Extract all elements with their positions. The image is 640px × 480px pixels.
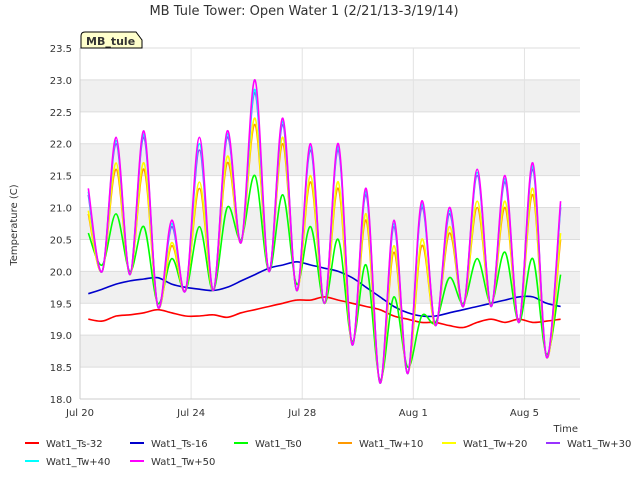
legend-label: Wat1_Tw+30 bbox=[567, 439, 631, 450]
x-tick-label: Aug 1 bbox=[399, 408, 428, 419]
legend-label: Wat1_Ts-16 bbox=[151, 439, 208, 450]
legend-item[interactable]: Wat1_Tw+40 bbox=[25, 457, 110, 468]
legend-item[interactable]: Wat1_Tw+10 bbox=[338, 439, 423, 450]
legend-item[interactable]: Wat1_Ts0 bbox=[234, 439, 302, 450]
x-tick-label: Aug 5 bbox=[510, 408, 539, 419]
legend-label: Wat1_Ts0 bbox=[255, 439, 302, 450]
axes bbox=[79, 48, 580, 400]
legend-item[interactable]: Wat1_Tw+30 bbox=[546, 439, 631, 450]
station-badge[interactable]: MB_tule bbox=[80, 31, 143, 49]
legend-label: Wat1_Tw+20 bbox=[463, 439, 527, 450]
y-axis-label: Temperature (C) bbox=[9, 184, 20, 266]
legend-label: Wat1_Tw+40 bbox=[46, 457, 110, 468]
legend-item[interactable]: Wat1_Ts-16 bbox=[130, 439, 208, 450]
x-tick-labels: Jul 20 Jul 24 Jul 28 Aug 1 Aug 5 bbox=[65, 408, 539, 419]
y-tick-label: 22.5 bbox=[50, 108, 72, 119]
x-axis-label: Time bbox=[553, 424, 578, 435]
y-tick-label: 20.0 bbox=[50, 267, 72, 278]
grid-band bbox=[80, 143, 580, 176]
legend-item[interactable]: Wat1_Tw+50 bbox=[130, 457, 215, 468]
grid-band bbox=[80, 79, 580, 112]
grid-band bbox=[80, 335, 580, 368]
legend-label: Wat1_Tw+10 bbox=[359, 439, 423, 450]
legend-item[interactable]: Wat1_Ts-32 bbox=[25, 439, 103, 450]
legend-item[interactable]: Wat1_Tw+20 bbox=[442, 439, 527, 450]
x-tick-label: Jul 20 bbox=[65, 408, 94, 419]
legend-label: Wat1_Ts-32 bbox=[46, 439, 103, 450]
y-tick-label: 19.5 bbox=[50, 299, 72, 310]
legend: Wat1_Ts-32 Wat1_Ts-16 Wat1_Ts0 Wat1_Tw+10 Wa… bbox=[25, 439, 631, 468]
legend-label: Wat1_Tw+50 bbox=[151, 457, 215, 468]
chart-title: MB Tule Tower: Open Water 1 (2/21/13-3/1… bbox=[149, 4, 458, 19]
y-tick-labels: 18.0 18.5 19.0 19.5 20.0 20.5 21.0 21.5 22.0 22.5… bbox=[50, 44, 72, 406]
y-tick-label: 22.0 bbox=[50, 140, 72, 151]
y-tick-label: 23.5 bbox=[50, 44, 72, 55]
y-tick-label: 21.0 bbox=[50, 204, 72, 215]
series-line-wat1-tw-50 bbox=[87, 79, 562, 384]
y-tick-label: 23.0 bbox=[50, 76, 72, 87]
y-tick-label: 19.0 bbox=[50, 331, 72, 342]
y-tick-label: 18.5 bbox=[50, 363, 72, 374]
y-tick-label: 20.5 bbox=[50, 235, 72, 246]
x-tick-label: Jul 28 bbox=[287, 408, 316, 419]
y-tick-label: 21.5 bbox=[50, 172, 72, 183]
plot-area bbox=[80, 48, 580, 399]
x-tick-label: Jul 24 bbox=[176, 408, 205, 419]
series-layer bbox=[87, 79, 562, 384]
station-badge-label: MB_tule bbox=[86, 35, 135, 48]
y-tick-label: 18.0 bbox=[50, 395, 72, 406]
series-line-wat1-ts-32 bbox=[88, 296, 561, 329]
series-line-wat1-ts-16 bbox=[88, 261, 561, 318]
